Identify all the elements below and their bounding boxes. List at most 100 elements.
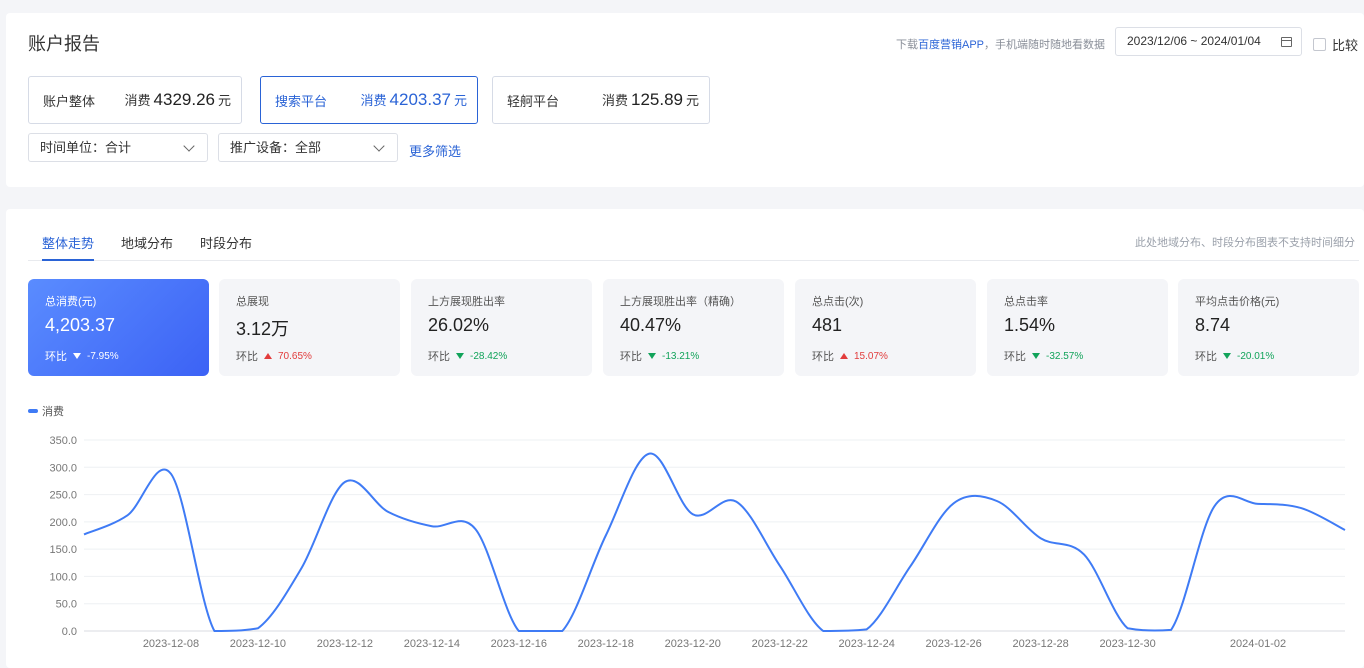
metric-label: 上方展现胜出率（精确） [620,296,741,308]
x-tick-label: 2024-01-02 [1230,638,1286,650]
tab-note: 此处地域分布、时段分布图表不支持时间细分 [1135,237,1355,249]
account-cost: 消费 4203.37 元 [361,90,467,110]
y-tick-label: 150.0 [49,544,77,556]
metric-compare: 环比 -28.42% [428,348,507,364]
metric-value: 8.74 [1195,315,1231,335]
up-arrow-icon [840,353,848,359]
cost-value: 125.89 [630,90,683,109]
x-tick-label: 2023-12-26 [926,638,982,650]
metric-card-impressions[interactable]: 总展现 3.12万 环比 70.65% [219,279,400,376]
metric-card-top-win-rate[interactable]: 上方展现胜出率 26.02% 环比 -28.42% [411,279,592,376]
metric-card-avg-cpc[interactable]: 平均点击价格(元) 8.74 环比 -20.01% [1178,279,1359,376]
compare-pct: 15.07% [854,350,888,362]
metric-compare: 环比 -7.95% [45,348,119,364]
calendar-icon [1281,37,1292,47]
compare-pct: -7.95% [87,350,119,362]
account-tab-qingge[interactable]: 轻舸平台 消费 125.89 元 [492,76,710,124]
x-tick-label: 2023-12-14 [404,638,460,650]
metric-card-top-win-rate-exact[interactable]: 上方展现胜出率（精确） 40.47% 环比 -13.21% [603,279,784,376]
metric-label: 总点击(次) [812,296,864,308]
metric-value: 4,203.37 [45,315,116,335]
account-tab-label: 账户整体 [43,93,96,109]
metric-compare: 环比 -32.57% [1004,348,1083,364]
compare-label: 环比 [1004,351,1026,363]
y-tick-label: 50.0 [56,599,77,611]
metric-compare: 环比 -13.21% [620,348,699,364]
cost-trend-chart: 0.0 50.0 100.0 150.0 200.0 250.0 300.0 350.0 202… [49,435,1346,650]
device-select[interactable]: 推广设备：全部 [218,133,398,162]
metric-value: 3.12万 [236,319,290,339]
more-filters-link[interactable]: 更多筛选 [409,144,462,159]
x-tick-label: 2023-12-22 [752,638,808,650]
account-cost: 消费 4329.26 元 [125,90,231,110]
legend-label: 消费 [42,406,64,418]
device-value: 推广设备：全部 [230,140,322,155]
x-tick-label: 2023-12-20 [665,638,721,650]
account-tab-label: 搜索平台 [275,93,328,109]
page-title: 账户报告 [28,34,100,54]
metric-compare: 环比 15.07% [812,348,888,364]
series-line-cost[interactable] [83,452,1346,633]
y-tick-label: 250.0 [49,490,77,502]
cost-value: 4329.26 [153,90,215,109]
down-arrow-icon [73,353,81,359]
tab-region[interactable]: 地域分布 [121,236,174,251]
compare-checkbox[interactable] [1313,38,1326,51]
compare-pct: -32.57% [1046,350,1084,362]
metric-card-total-cost[interactable]: 总消费(元) 4,203.37 环比 -7.95% [28,279,209,376]
date-range-picker[interactable]: 2023/12/06 ~ 2024/01/04 [1115,27,1302,56]
view-tabs: 整体走势 地域分布 时段分布 此处地域分布、时段分布图表不支持时间细分 [28,209,1359,261]
account-tab-label: 轻舸平台 [507,93,560,109]
metric-compare: 环比 70.65% [236,348,312,364]
legend-swatch [28,409,38,413]
promo-suffix: ，手机端随时随地看数据 [984,39,1105,51]
y-tick-label: 0.0 [62,626,77,638]
x-tick-label: 2023-12-28 [1012,638,1068,650]
y-tick-label: 100.0 [49,571,77,583]
cost-prefix: 消费 [124,93,151,108]
compare-label: 环比 [1195,351,1217,363]
y-tick-label: 350.0 [49,435,77,447]
promo-prefix: 下载 [895,39,918,51]
account-tab-search[interactable]: 搜索平台 消费 4203.37 元 [260,76,478,124]
metric-label: 总消费(元) [45,296,97,308]
tab-time-period[interactable]: 时段分布 [200,236,253,251]
compare-pct: -13.21% [662,350,700,362]
time-unit-select[interactable]: 时间单位：合计 [28,133,208,162]
metric-label: 总展现 [236,296,269,308]
metric-card-ctr[interactable]: 总点击率 1.54% 环比 -32.57% [987,279,1168,376]
tab-overall-trend[interactable]: 整体走势 [42,233,95,261]
x-tick-label: 2023-12-10 [230,638,286,650]
metric-card-clicks[interactable]: 总点击(次) 481 环比 15.07% [795,279,976,376]
compare-label: 环比 [620,351,642,363]
metric-label: 总点击率 [1004,296,1048,308]
up-arrow-icon [264,353,272,359]
x-tick-label: 2023-12-18 [578,638,634,650]
report-header-card: 账户报告 下载百度营销APP，手机端随时随地看数据 2023/12/06 ~ 2… [6,13,1364,187]
cost-value: 4203.37 [389,90,451,109]
compare-pct: 70.65% [278,350,312,362]
app-promo: 下载百度营销APP，手机端随时随地看数据 [896,36,1105,52]
app-download-link[interactable]: 百度营销APP [917,39,984,51]
metric-label: 平均点击价格(元) [1195,296,1280,308]
compare-toggle[interactable]: 比较 [1313,35,1358,54]
x-tick-label: 2023-12-08 [143,638,199,650]
metric-value: 40.47% [620,315,682,335]
cost-unit: 元 [217,93,231,108]
compare-pct: -20.01% [1237,350,1275,362]
account-tab-overall[interactable]: 账户整体 消费 4329.26 元 [28,76,242,124]
x-tick-label: 2023-12-24 [839,638,895,650]
x-tick-label: 2023-12-30 [1099,638,1155,650]
down-arrow-icon [648,353,656,359]
compare-pct: -28.42% [470,350,508,362]
account-cost: 消费 125.89 元 [602,90,699,110]
metric-label: 上方展现胜出率 [428,296,505,308]
metric-value: 1.54% [1004,315,1056,335]
x-tick-label: 2023-12-12 [317,638,373,650]
cost-unit: 元 [453,93,467,108]
chart-legend[interactable]: 消费 [28,403,64,419]
down-arrow-icon [1032,353,1040,359]
time-unit-value: 时间单位：合计 [40,140,132,155]
metric-value: 26.02% [428,315,490,335]
report-body-card: 整体走势 地域分布 时段分布 此处地域分布、时段分布图表不支持时间细分 总消费(… [6,209,1364,668]
